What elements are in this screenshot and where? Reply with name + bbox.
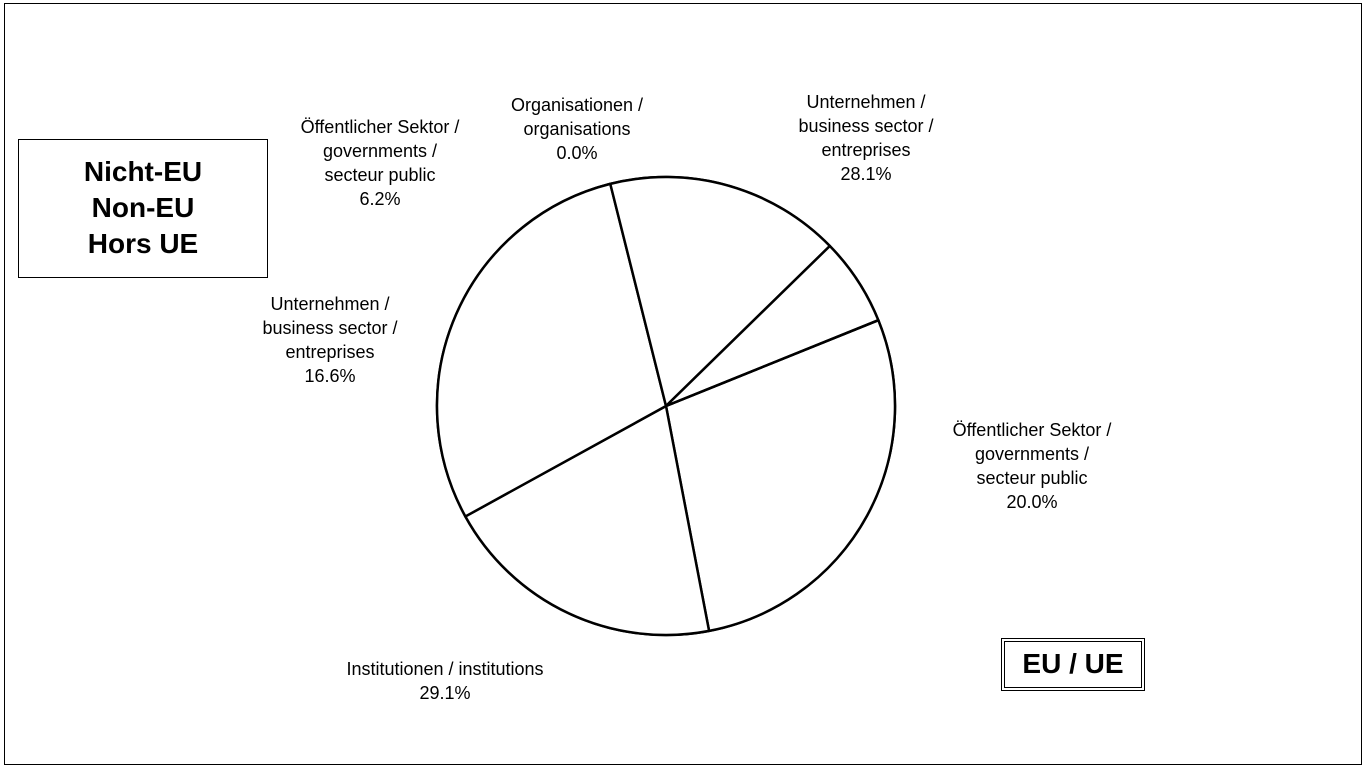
non-eu-label-en: Non-EU — [91, 192, 195, 223]
non-eu-label-fr: Hors UE — [87, 228, 199, 259]
pie-slice-1 — [464, 404, 711, 637]
slice-value: 28.1% — [840, 164, 892, 184]
slice-label-line: business sector / — [262, 318, 398, 338]
pie-slice-2 — [435, 182, 668, 518]
slice-label-line: Unternehmen / — [806, 92, 926, 112]
slice-label-1: Öffentlicher Sektor / governments / secteu… — [953, 418, 1112, 514]
slice-value: 29.1% — [419, 683, 471, 703]
slice-label-line: governments / — [974, 444, 1090, 464]
slice-label-5: Organisationen / organisations 0.0% — [511, 93, 643, 165]
slice-label-0: Unternehmen / business sector / entreprise… — [798, 90, 933, 186]
pie-slice-3 — [609, 175, 832, 408]
slice-label-4: Öffentlicher Sektor / governments / secteu… — [301, 115, 460, 211]
slice-label-line: entreprises — [285, 342, 375, 362]
pie-slice-0 — [664, 318, 897, 633]
slice-label-line: Organisationen / — [510, 95, 644, 115]
non-eu-box: Nicht-EU Non-EU Hors UE — [18, 139, 268, 278]
slice-label-line: entreprises — [821, 140, 911, 160]
eu-box: EU / UE — [1001, 638, 1145, 691]
slice-label-line: governments / — [322, 141, 438, 161]
slice-value: 6.2% — [359, 189, 401, 209]
slice-label-2: Institutionen / institutions 29.1% — [346, 657, 543, 705]
slice-label-line: secteur public — [976, 468, 1088, 488]
slice-label-line: Institutionen / institutions — [346, 659, 544, 679]
chart-frame: Nicht-EU Non-EU Hors UE EU / UE — [4, 3, 1362, 765]
slice-value: 0.0% — [556, 143, 598, 163]
slice-label-line: secteur public — [324, 165, 436, 185]
slice-value: 20.0% — [1006, 492, 1058, 512]
slice-label-3: Unternehmen / business sector / entreprise… — [262, 292, 397, 388]
slice-label-line: organisations — [523, 119, 631, 139]
slice-value: 16.6% — [304, 366, 356, 386]
slice-label-line: Unternehmen / — [270, 294, 390, 314]
slice-label-line: Öffentlicher Sektor / — [300, 117, 460, 137]
slice-label-line: Öffentlicher Sektor / — [952, 420, 1112, 440]
pie-slice-5 — [664, 318, 880, 408]
non-eu-label-de: Nicht-EU — [83, 156, 203, 187]
slice-label-line: business sector / — [798, 116, 934, 136]
